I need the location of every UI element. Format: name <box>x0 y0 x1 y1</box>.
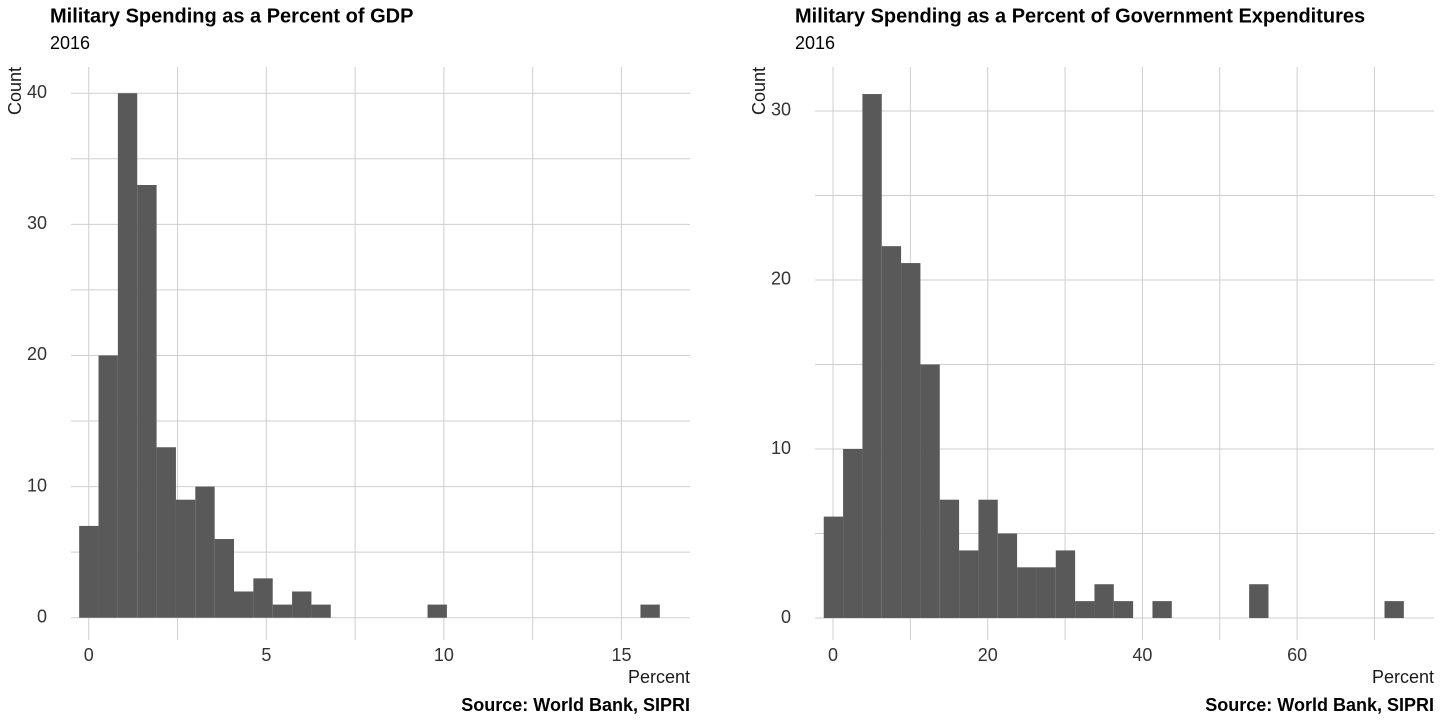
x-tick-label: 0 <box>84 645 94 665</box>
bar <box>1055 550 1076 619</box>
y-tick-label: 20 <box>771 269 791 289</box>
bar <box>117 93 138 618</box>
bar <box>156 447 176 618</box>
x-axis-label: Percent <box>1372 667 1434 687</box>
bar <box>1384 601 1404 619</box>
y-tick-label: 30 <box>27 213 47 233</box>
bar <box>79 525 99 618</box>
bar <box>98 355 118 618</box>
bar <box>862 94 882 619</box>
y-tick-label: 0 <box>37 606 47 626</box>
bar <box>901 263 921 619</box>
x-tick-label: 40 <box>1132 645 1152 665</box>
x-tick-label: 20 <box>978 645 998 665</box>
y-tick-label: 10 <box>771 438 791 458</box>
chart-title: Military Spending as a Percent of GDP <box>50 5 413 27</box>
bar <box>843 449 863 619</box>
y-tick-label: 0 <box>781 607 791 627</box>
caption: Source: World Bank, SIPRI <box>1205 695 1434 715</box>
bar <box>1113 601 1134 619</box>
bar <box>175 499 196 618</box>
x-tick-label: 15 <box>611 645 631 665</box>
bar <box>920 364 940 619</box>
bar <box>1249 584 1269 619</box>
bar <box>195 486 215 618</box>
bar <box>978 499 998 619</box>
chart-subtitle: 2016 <box>795 33 835 53</box>
bar <box>1036 567 1056 619</box>
y-tick-label: 20 <box>27 344 47 364</box>
bar <box>1152 601 1172 619</box>
bar <box>939 499 960 619</box>
y-axis-label: Count <box>5 67 25 115</box>
bar <box>997 533 1018 619</box>
bar <box>823 516 844 619</box>
y-tick-label: 30 <box>771 100 791 120</box>
x-tick-label: 0 <box>828 645 838 665</box>
bar <box>881 246 902 619</box>
bar <box>272 604 293 618</box>
caption: Source: World Bank, SIPRI <box>461 695 690 715</box>
bar <box>137 185 157 618</box>
bar <box>640 604 660 618</box>
bar <box>427 604 447 618</box>
bar <box>1075 601 1095 619</box>
x-tick-label: 60 <box>1287 645 1307 665</box>
bar <box>1094 584 1114 619</box>
y-axis-label: Count <box>749 67 769 115</box>
bar <box>253 578 273 618</box>
x-tick-label: 5 <box>261 645 271 665</box>
chart-title: Military Spending as a Percent of Govern… <box>795 5 1365 27</box>
y-tick-label: 10 <box>27 475 47 495</box>
x-tick-label: 10 <box>434 645 454 665</box>
bar <box>1017 567 1037 619</box>
y-tick-label: 40 <box>27 82 47 102</box>
bar <box>292 591 312 618</box>
bar <box>234 591 254 618</box>
bar <box>214 539 235 618</box>
x-axis-label: Percent <box>628 667 690 687</box>
chart-subtitle: 2016 <box>50 33 90 53</box>
bar <box>311 604 331 618</box>
bar <box>959 550 979 619</box>
